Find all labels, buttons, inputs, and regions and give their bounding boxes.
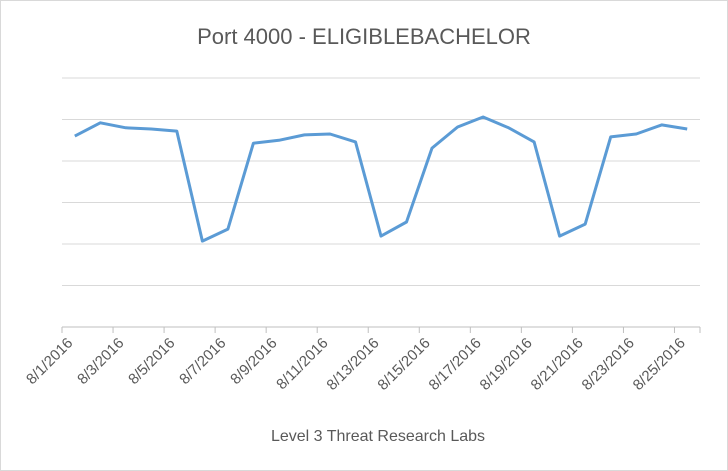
chart-title: Port 4000 - ELIGIBLEBACHELOR [197, 24, 531, 49]
data-line [74, 115, 688, 243]
x-axis-title: Level 3 Threat Research Labs [271, 428, 485, 445]
